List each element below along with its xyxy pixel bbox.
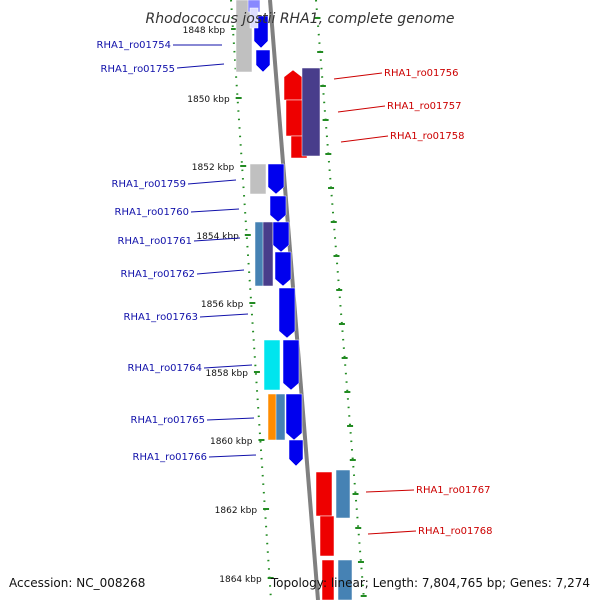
- gene-box: [301, 67, 321, 157]
- gene-features: [235, 0, 353, 600]
- leader-line: [199, 313, 249, 318]
- map-title: Rhodococcus jostii RHA1, complete genome: [145, 11, 454, 27]
- leader-line: [340, 135, 389, 143]
- right-dotted-guide: [315, 0, 365, 600]
- kbp-label: 1864 kbp: [219, 575, 262, 585]
- gene-label-right[interactable]: RHA1_ro01758: [390, 131, 465, 142]
- gene-arrow: [288, 439, 304, 467]
- gene-label-left[interactable]: RHA1_ro01764: [128, 363, 203, 374]
- gene-box: [249, 7, 259, 29]
- gene-label-left[interactable]: RHA1_ro01755: [101, 64, 176, 75]
- gene-box: [319, 515, 335, 557]
- gene-box: [275, 393, 286, 441]
- kbp-label: 1858 kbp: [206, 369, 249, 379]
- gene-box: [262, 221, 274, 287]
- kbp-label: 1862 kbp: [215, 506, 258, 516]
- leader-line: [187, 179, 237, 185]
- gene-box: [337, 559, 353, 600]
- gene-label-right[interactable]: RHA1_ro01757: [387, 101, 462, 112]
- leader-line: [196, 269, 245, 275]
- gene-arrow: [255, 49, 271, 73]
- gene-arrow: [283, 69, 303, 101]
- leader-line: [193, 237, 241, 242]
- gene-label-left[interactable]: RHA1_ro01759: [112, 179, 187, 190]
- gene-box: [235, 0, 253, 73]
- gene-labels: RHA1_ro01754 RHA1_ro01755 RHA1_ro01759 RHA1…: [97, 40, 493, 537]
- kbp-label: 1860 kbp: [210, 437, 253, 447]
- leader-line: [203, 364, 253, 369]
- gene-arrow: [285, 393, 303, 441]
- kbp-ticks: 1848 kbp 1850 kbp 1852 kbp 1854 kbp 1856 kbp…: [183, 17, 367, 597]
- leader-line: [206, 417, 255, 421]
- gene-label-left[interactable]: RHA1_ro01763: [124, 312, 199, 323]
- gene-box: [321, 559, 335, 600]
- leader-line: [337, 105, 386, 113]
- leader-line: [333, 72, 383, 80]
- gene-label-left[interactable]: RHA1_ro01762: [121, 269, 196, 280]
- gene-arrow: [269, 195, 287, 223]
- gene-label-right[interactable]: RHA1_ro01768: [418, 526, 493, 537]
- gene-box: [263, 339, 281, 391]
- gene-arrow: [282, 339, 300, 391]
- gene-label-left[interactable]: RHA1_ro01760: [115, 207, 190, 218]
- leader-line: [190, 208, 240, 213]
- leader-line: [365, 489, 415, 493]
- summary-text: Topology: linear; Length: 7,804,765 bp; …: [270, 576, 590, 590]
- leader-line: [367, 530, 417, 535]
- gene-arrow: [272, 221, 290, 253]
- gene-box: [285, 99, 305, 137]
- kbp-label: 1852 kbp: [192, 163, 235, 173]
- kbp-label: 1856 kbp: [201, 300, 244, 310]
- gene-label-left[interactable]: RHA1_ro01761: [118, 236, 193, 247]
- gene-label-left[interactable]: RHA1_ro01765: [131, 415, 206, 426]
- gene-label-right[interactable]: RHA1_ro01756: [384, 68, 459, 79]
- gene-box: [249, 163, 267, 195]
- accession-text: Accession: NC_008268: [9, 576, 145, 590]
- gene-box: [267, 393, 278, 441]
- gene-label-left[interactable]: RHA1_ro01766: [133, 452, 208, 463]
- gene-arrow: [274, 251, 292, 287]
- gene-arrow: [267, 163, 285, 195]
- gene-arrow: [278, 287, 296, 339]
- kbp-label: 1854 kbp: [196, 232, 239, 242]
- dotted-guides: [230, 0, 365, 600]
- leader-line: [176, 63, 225, 69]
- gene-box: [315, 471, 333, 517]
- gene-box: [335, 469, 351, 519]
- kbp-label: 1850 kbp: [187, 95, 230, 105]
- leader-line: [208, 454, 257, 458]
- gene-label-right[interactable]: RHA1_ro01767: [416, 485, 491, 496]
- kbp-label: 1848 kbp: [183, 26, 226, 36]
- gene-label-left[interactable]: RHA1_ro01754: [97, 40, 172, 51]
